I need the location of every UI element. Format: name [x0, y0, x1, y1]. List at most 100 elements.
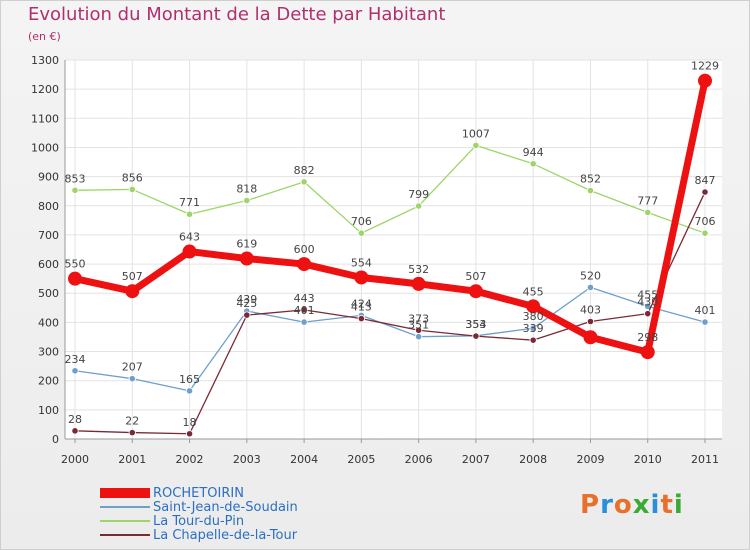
y-tick-label: 1000: [31, 141, 59, 154]
x-tick-label: 2005: [347, 453, 375, 466]
data-point: [243, 196, 251, 205]
data-label: 165: [179, 373, 200, 386]
data-point: [185, 210, 194, 218]
data-point: [411, 276, 426, 291]
data-point: [640, 345, 655, 360]
data-point: [415, 333, 423, 341]
data-label: 403: [580, 304, 601, 317]
data-label: 298: [637, 331, 658, 344]
data-label: 351: [408, 319, 429, 332]
series-line-1: [74, 286, 706, 392]
data-point: [300, 318, 308, 326]
legend-swatch: [100, 534, 150, 536]
data-label: 852: [580, 173, 601, 186]
data-point: [529, 324, 537, 332]
data-label: 413: [351, 301, 372, 314]
data-point: [529, 336, 537, 344]
data-label: 507: [122, 270, 143, 283]
data-point: [300, 306, 308, 314]
y-tick-label: 100: [38, 404, 59, 417]
data-label: 18: [183, 416, 197, 429]
data-point: [586, 283, 595, 291]
data-point: [644, 208, 652, 217]
data-label: 771: [179, 196, 200, 209]
data-label: 520: [580, 269, 601, 282]
data-label: 22: [125, 415, 139, 428]
data-point: [415, 326, 423, 334]
data-point: [71, 186, 79, 194]
data-point: [128, 185, 136, 194]
y-tick-label: 500: [38, 287, 59, 300]
logo-letter: P: [580, 490, 601, 520]
data-label: 882: [294, 164, 315, 177]
legend-item-la-chapelle-de-la-tour: La Chapelle-de-la-Tour: [100, 528, 298, 542]
data-label: 643: [179, 231, 200, 244]
data-point: [415, 202, 423, 210]
x-tick-label: 2003: [233, 453, 261, 466]
data-label: 706: [695, 215, 716, 228]
data-label: 443: [294, 292, 315, 305]
data-label: 507: [465, 270, 486, 283]
data-label: 600: [294, 243, 315, 256]
x-tick-label: 2008: [519, 453, 547, 466]
data-label: 706: [351, 215, 372, 228]
data-point: [71, 367, 79, 375]
data-point: [701, 229, 709, 237]
data-label: 234: [65, 353, 86, 366]
data-label: 847: [695, 174, 716, 187]
series-line-2: [74, 144, 706, 234]
legend-swatch: [100, 506, 150, 508]
data-label: 439: [236, 293, 257, 306]
data-label: 856: [122, 171, 143, 184]
data-point: [125, 284, 140, 299]
y-tick-label: 600: [38, 258, 59, 271]
data-point: [128, 428, 136, 437]
data-label: 380: [523, 310, 544, 323]
x-tick-label: 2000: [61, 453, 89, 466]
data-point: [300, 178, 308, 186]
legend-label: ROCHETOIRIN: [153, 485, 244, 501]
data-label: 353: [465, 318, 486, 331]
data-point: [698, 73, 712, 88]
data-point: [185, 387, 194, 395]
data-label: 532: [408, 263, 429, 276]
x-tick-label: 2001: [118, 453, 146, 466]
data-label: 28: [68, 413, 82, 426]
x-tick-label: 2004: [290, 453, 318, 466]
legend-label: Saint-Jean-de-Soudain: [153, 499, 298, 515]
x-tick-label: 2007: [462, 453, 490, 466]
data-point: [586, 317, 595, 326]
y-tick-label: 400: [38, 316, 59, 329]
data-point: [68, 271, 82, 286]
data-label: 818: [236, 183, 257, 196]
data-label: 401: [695, 304, 716, 317]
data-point: [586, 187, 595, 195]
data-label: 430: [637, 296, 658, 309]
data-label: 207: [122, 361, 143, 374]
data-label: 424: [351, 297, 372, 310]
data-label: 799: [408, 188, 429, 201]
legend-swatch: [100, 520, 150, 522]
legend-label: La Tour-du-Pin: [153, 513, 245, 529]
series-line-3: [74, 191, 706, 435]
legend-item-rochetoirin: ROCHETOIRIN: [100, 486, 298, 500]
y-tick-label: 900: [38, 171, 59, 184]
x-tick-label: 2011: [691, 453, 719, 466]
y-tick-label: 200: [38, 375, 59, 388]
data-label: 1007: [462, 127, 490, 140]
logo-letter: x: [632, 490, 651, 520]
chart-subtitle: (en €): [28, 30, 61, 43]
y-tick-label: 1200: [31, 83, 59, 96]
y-tick-label: 1300: [31, 54, 59, 67]
legend-label: La Chapelle-de-la-Tour: [153, 527, 298, 543]
data-point: [529, 160, 537, 168]
x-tick-label: 2002: [176, 453, 204, 466]
data-point: [71, 427, 79, 435]
x-tick-label: 2009: [576, 453, 604, 466]
data-point: [357, 314, 365, 323]
data-label: 619: [236, 238, 257, 251]
x-tick-label: 2006: [405, 453, 433, 466]
data-label: 455: [637, 288, 658, 301]
data-label: 339: [523, 322, 544, 335]
data-point: [472, 141, 480, 150]
